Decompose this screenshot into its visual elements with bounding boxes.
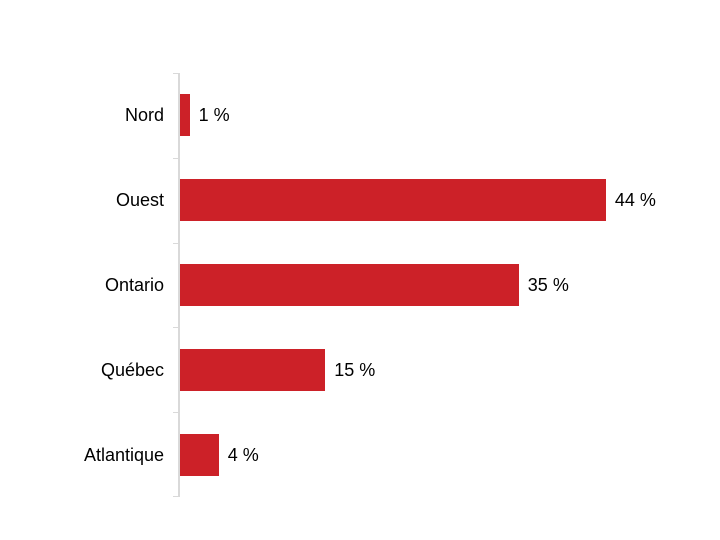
bar-row-nord: Nord 1 %: [0, 73, 720, 158]
bar-row-ouest: Ouest 44 %: [0, 158, 720, 243]
axis-tick: [173, 327, 178, 329]
category-label: Nord: [124, 105, 164, 126]
bar-nord: [180, 94, 190, 137]
category-label: Ouest: [115, 190, 164, 211]
axis-tick: [173, 496, 178, 497]
category-label: Ontario: [104, 274, 164, 295]
value-label: 4 %: [227, 444, 259, 465]
axis-tick: [173, 412, 178, 414]
axis-tick: [173, 242, 178, 244]
value-label: 15 %: [334, 359, 376, 380]
bar-quebec: [180, 348, 326, 391]
axis-tick: [173, 73, 178, 74]
axis-tick: [173, 157, 178, 159]
bar-ontario: [180, 263, 519, 306]
bar-atlantique: [180, 433, 219, 476]
value-label: 1 %: [198, 105, 230, 126]
bar-row-quebec: Québec 15 %: [0, 327, 720, 412]
plot-area: Nord 1 % Ouest 44 % Ontario 35 % Québec …: [0, 73, 720, 497]
category-label: Québec: [100, 359, 164, 380]
category-axis-line: [173, 73, 180, 497]
bar-ouest: [180, 179, 606, 222]
value-label: 44 %: [614, 190, 656, 211]
value-label: 35 %: [527, 274, 569, 295]
bar-row-atlantique: Atlantique 4 %: [0, 412, 720, 497]
category-label: Atlantique: [83, 444, 164, 465]
bar-row-ontario: Ontario 35 %: [0, 243, 720, 328]
